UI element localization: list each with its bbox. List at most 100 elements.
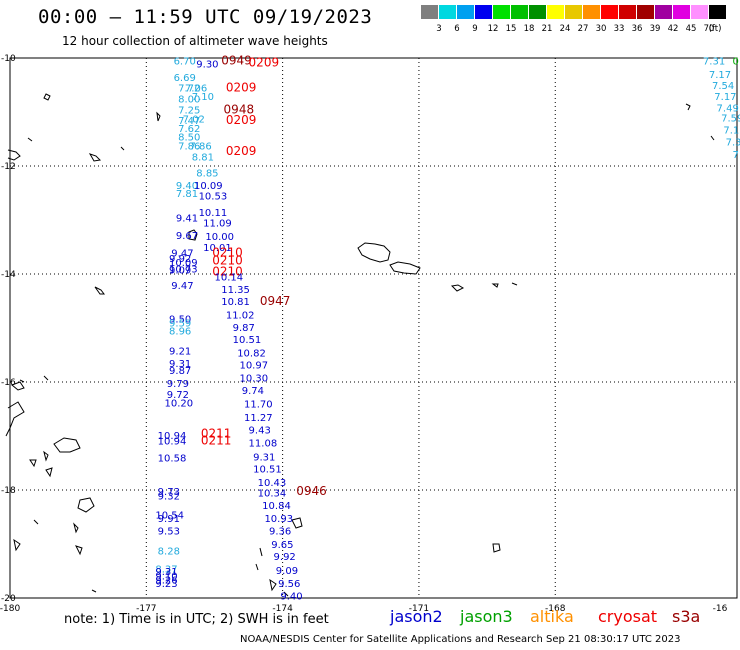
map-gridlines [10,58,737,598]
wave-height-label: 10.81 [221,297,250,308]
island-niue [492,543,501,553]
pass-time-label: 0209 [226,144,257,158]
wave-height-label: 10.73 [169,265,198,276]
wave-height-label: 7.25 [178,105,200,116]
satellite-cryosat: cryosat [598,607,658,626]
lat-tick-label: -20 [1,594,16,604]
wave-height-label: 10.84 [262,501,291,512]
island-futuna [94,286,105,295]
map-title: 00:00 — 11:59 UTC 09/19/2023 [38,6,373,28]
lat-tick-label: -10 [1,54,16,64]
legend-swatch [457,5,474,19]
wave-height-label: 0 [732,57,738,68]
island-fiji-12 [33,519,39,525]
satellite-s3a: s3a [672,607,701,626]
island-speck-8 [710,135,715,141]
wave-height-label: 10.94 [158,431,187,442]
wave-height-label: 7.10 [192,92,214,103]
island-tonga-2 [269,578,277,592]
island-fiji-13 [75,545,83,556]
wave-height-label: 9.59 [169,319,191,330]
wave-height-label: 9.91 [158,514,180,525]
island-small-1 [491,283,499,288]
wave-height-label: 10.94 [158,436,187,447]
legend-label: (ft) [708,24,722,34]
wave-height-label: 8.00 [178,95,200,106]
island-tonga-4 [259,547,263,557]
legend-label: 36 [631,24,643,34]
wave-height-label: 9.09 [169,266,191,277]
wave-height-label: 10.53 [199,192,228,203]
legend-label: 15 [505,24,517,34]
wave-height-label: 9.26 [155,576,177,587]
lon-tick-label: -180 [0,604,20,614]
legend-label: 9 [472,24,478,34]
wave-height-label: 9.31 [155,567,177,578]
island-tonga-3 [283,591,289,597]
pass-time-label: 0946 [296,484,327,498]
wave-height-label: 9.92 [274,552,296,563]
pass-time-label: 0210 [212,254,243,268]
wave-height-label: 9.40 [280,591,302,602]
wave-height-label: 10.51 [253,464,282,475]
wave-height-label: 10.09 [169,258,198,269]
wave-height-label: 7.62 [178,124,200,135]
wave-height-label: 7.72 [178,84,200,95]
credit-line: NOAA/NESDIS Center for Satellite Applica… [240,634,681,645]
legend-swatch [655,5,672,19]
wave-height-label: 6.69 [174,73,196,84]
wave-height-label: 8.96 [169,327,191,338]
island-tonga-5 [255,563,259,571]
island-speck-3 [27,137,33,142]
wave-height-label: 10.58 [158,454,187,465]
wave-height-label: 7.1 [723,125,739,136]
legend-swatch [583,5,600,19]
wave-height-label: 10.11 [199,208,228,219]
lon-tick-label: -177 [136,604,156,614]
pass-time-label: 0949 [221,54,252,68]
wave-height-label: 9.21 [169,347,191,358]
wave-height-label: 9.67 [176,231,198,242]
legend-swatch [709,5,726,19]
wave-height-label: 7.3 [726,138,740,149]
wave-height-label: 9.53 [158,527,180,538]
island-speck-5 [88,153,102,162]
wave-height-label: 9.65 [271,540,293,551]
wave-height-label: 11.09 [203,219,232,230]
wave-height-label: 11.27 [244,413,273,424]
lon-tick-label: -174 [272,604,293,614]
wave-height-label: 9.87 [233,323,255,334]
wave-height-label: 7.81 [176,189,198,200]
island-fiji-9 [19,379,25,383]
wave-height-label: 10.82 [237,348,266,359]
lat-tick-label: -16 [1,378,16,388]
wave-height-label: 9.73 [158,487,180,498]
wave-height-label: 7.59 [721,113,740,124]
wave-height-label: 9.23 [155,579,177,590]
island-fiji-11 [13,538,21,552]
wave-height-label: 7.02 [183,114,205,125]
satellite-jason2: jason2 [390,607,443,626]
wave-height-label: 7.86 [178,141,200,152]
island-wallis [188,229,198,241]
lon-tick-label: -16 [713,604,728,614]
wave-height-label: 9.47 [171,281,193,292]
island-fiji-10 [73,522,79,534]
wave-height-label: 9.32 [158,491,180,502]
island-speck-2 [156,111,161,122]
wave-height-label: 9.31 [169,359,191,370]
wave-height-label: 10.93 [264,514,293,525]
legend-label: 42 [667,24,679,34]
wave-height-label: 8.50 [178,132,200,143]
island-fiji-5 [29,459,37,468]
island-speck-4 [7,149,21,161]
pass-time-label: 0211 [201,426,232,440]
legend-swatch [601,5,618,19]
pass-time-label: 0209 [249,55,280,69]
wave-height-label: 7 [732,150,738,161]
map-frame [9,57,738,599]
island-fiji-4 [43,450,49,462]
wave-height-label: 10.14 [214,273,243,284]
